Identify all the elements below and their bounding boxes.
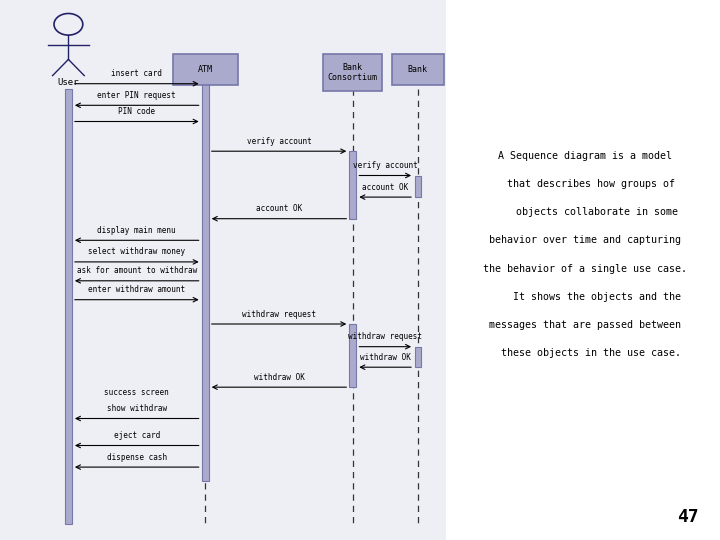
Text: account OK: account OK (362, 183, 408, 192)
Text: PIN code: PIN code (118, 107, 156, 116)
Text: eject card: eject card (114, 431, 160, 440)
Text: account OK: account OK (256, 204, 302, 213)
Text: enter withdraw amount: enter withdraw amount (89, 285, 185, 294)
Text: 47: 47 (677, 509, 698, 526)
Bar (415, 176, 421, 197)
Text: display main menu: display main menu (97, 226, 176, 235)
Text: withdraw request: withdraw request (348, 332, 422, 341)
Text: insert card: insert card (112, 69, 162, 78)
Text: messages that are passed between: messages that are passed between (489, 320, 680, 330)
Bar (349, 324, 356, 387)
Text: withdraw OK: withdraw OK (253, 373, 305, 382)
Text: these objects in the use case.: these objects in the use case. (489, 348, 680, 358)
Text: ask for amount to withdraw: ask for amount to withdraw (76, 266, 197, 275)
Bar (65, 89, 72, 524)
Text: the behavior of a single use case.: the behavior of a single use case. (482, 264, 687, 274)
Text: Bank: Bank (408, 65, 428, 74)
Bar (202, 84, 209, 481)
Bar (392, 54, 444, 85)
Text: A Sequence diagram is a model: A Sequence diagram is a model (498, 151, 672, 161)
Text: success screen: success screen (104, 388, 169, 397)
Bar (349, 151, 356, 219)
Text: verify account: verify account (353, 161, 418, 170)
Text: behavior over time and capturing: behavior over time and capturing (489, 235, 680, 246)
Bar (0, 0, 446, 540)
Text: verify account: verify account (247, 137, 311, 146)
Text: that describes how groups of: that describes how groups of (495, 179, 675, 190)
Bar (415, 347, 421, 367)
Text: withdraw request: withdraw request (242, 309, 316, 319)
Text: ATM: ATM (198, 65, 212, 74)
Text: objects collaborate in some: objects collaborate in some (492, 207, 678, 218)
Text: dispense cash: dispense cash (107, 453, 167, 462)
Text: show withdraw: show withdraw (107, 404, 167, 413)
Text: withdraw OK: withdraw OK (360, 353, 410, 362)
Text: select withdraw money: select withdraw money (89, 247, 185, 256)
Text: enter PIN request: enter PIN request (97, 91, 176, 100)
Bar (173, 54, 238, 85)
Text: User: User (58, 78, 79, 87)
Text: Bank
Consortium: Bank Consortium (328, 63, 378, 82)
Bar (323, 54, 382, 91)
Text: It shows the objects and the: It shows the objects and the (489, 292, 680, 302)
Bar (446, 0, 720, 540)
